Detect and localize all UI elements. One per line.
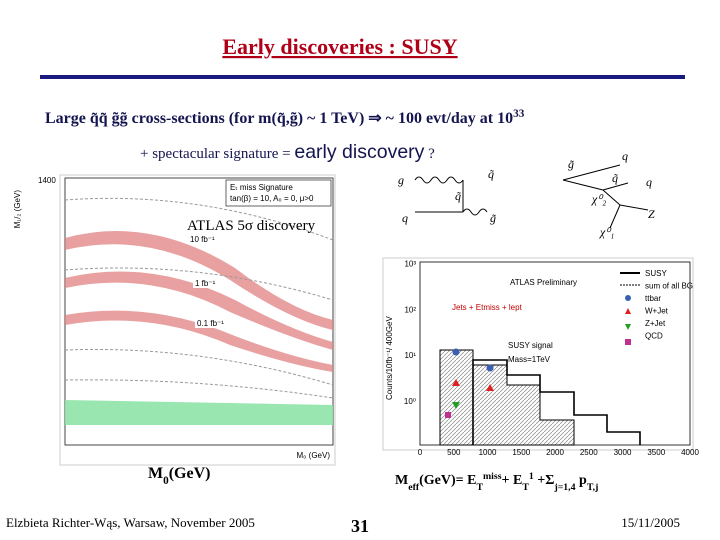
text-segment: 0 <box>163 475 169 487</box>
x-tick-label: 4000 <box>681 448 699 457</box>
text-segment: 1 <box>529 471 534 482</box>
text-segment: M <box>148 465 163 482</box>
right-plot-label: Jets + Etmiss + lept <box>452 303 523 312</box>
x-tick-label: 2500 <box>580 448 598 457</box>
y-tick-label: 10⁰ <box>404 397 416 406</box>
text-segment: miss <box>483 471 502 482</box>
text-segment: (GeV) <box>169 465 211 482</box>
right-plot <box>382 257 694 451</box>
x-tick-label: 500 <box>447 448 461 457</box>
left-ytick: 1400 <box>38 176 56 185</box>
curve-label: 0.1 fb⁻¹ <box>197 319 224 328</box>
rule <box>40 75 685 79</box>
text-segment: ? <box>424 146 435 162</box>
diagram-label: q <box>402 211 408 225</box>
left-plot <box>59 174 336 466</box>
legend-entry: sum of all BG <box>645 282 693 291</box>
diagram-label: q̃ <box>455 189 461 203</box>
left-x-axis: M₀ (GeV) <box>296 451 330 460</box>
y-tick-label: 10³ <box>404 260 416 269</box>
diagram-label: q <box>622 149 628 163</box>
x-tick-label: 3000 <box>614 448 632 457</box>
x-tick-label: 1500 <box>512 448 530 457</box>
y-tick-label: 10² <box>404 305 416 314</box>
diagram-label: χ⁰₁ <box>599 225 614 239</box>
title: Early discoveries : SUSY <box>222 34 457 59</box>
left-plot-label: ATLAS 5σ discovery <box>187 218 316 234</box>
text-segment: p <box>576 473 588 488</box>
line2: + spectacular signature = early discover… <box>140 141 435 163</box>
x-tick-label: 0 <box>418 448 423 457</box>
curve-label: 1 fb⁻¹ <box>195 279 216 288</box>
legend-entry: Z+Jet <box>645 319 666 328</box>
text-segment: 33 <box>513 108 525 120</box>
y-tick-label: 10¹ <box>404 351 416 360</box>
text-segment: T <box>522 482 529 493</box>
x-tick-label: 3500 <box>647 448 665 457</box>
page-number: 31 <box>351 516 369 536</box>
text-segment: eff <box>408 482 420 493</box>
text-segment: j=1,4 <box>553 482 575 493</box>
diagram-label: g̃ <box>568 157 574 171</box>
text-segment: M <box>395 473 408 488</box>
text-segment: Large q̃q̃ g̃g̃ cross-sections (for m(q̃… <box>45 110 513 127</box>
curve-label: 10 fb⁻¹ <box>190 235 215 244</box>
legend-entry: SUSY <box>645 269 667 278</box>
text-segment: +Σ <box>534 473 555 488</box>
x-tick-label: 1000 <box>479 448 497 457</box>
text-segment: + E <box>502 473 523 488</box>
diagram-label: g <box>398 173 404 187</box>
footer-date: 15/11/2005 <box>621 515 680 530</box>
right-legend: SUSY sum of all BG ttbar W+Jet Z+Jet QCD <box>645 269 693 341</box>
mass-label: Mass=1TeV <box>508 355 551 364</box>
diagram-label: χ⁰₂ <box>591 192 606 206</box>
feynman-diagram <box>414 164 649 229</box>
left-y-axis: M₁/₂ (GeV) <box>13 190 22 229</box>
x-tick-label: 2000 <box>546 448 564 457</box>
left-x-label: M0(GeV) <box>148 465 210 487</box>
right-title: ATLAS Preliminary <box>510 278 577 287</box>
text-segment: + spectacular signature = <box>140 146 294 162</box>
text-segment: T <box>476 482 483 493</box>
diagram-label: g̃ <box>490 211 496 225</box>
footer-author: Elzbieta Richter-Wąs, Warsaw, November 2… <box>6 515 255 530</box>
legend-entry: W+Jet <box>645 307 669 316</box>
text-segment: T,j <box>587 482 599 493</box>
diagram-label: Z <box>648 207 655 221</box>
left-params: tan(β) = 10, A₀ = 0, μ>0 <box>230 194 314 203</box>
left-legend: Eₜ miss Signature <box>230 183 293 192</box>
line1: Large q̃q̃ g̃g̃ cross-sections (for m(q̃… <box>45 108 525 127</box>
diagram-label: q <box>646 175 652 189</box>
legend-entry: ttbar <box>645 294 661 303</box>
text-segment: (GeV)= E <box>419 473 476 488</box>
right-y-axis: Counts/10fb⁻¹/ 400GeV <box>385 316 394 400</box>
right-x-label: Meff(GeV)= ETmiss+ ET1 +Σj=1,4 pT,j <box>395 471 598 493</box>
diagram-label: q̃ <box>488 167 494 181</box>
text-segment: early discovery <box>294 141 424 163</box>
diagram-label: q̃ <box>612 171 618 185</box>
right-ticks: 0 500 1000 1500 2000 2500 3000 3500 4000 10⁰ 10¹ 10… <box>404 260 700 457</box>
signal-label: SUSY signal <box>508 341 553 350</box>
legend-entry: QCD <box>645 332 663 341</box>
